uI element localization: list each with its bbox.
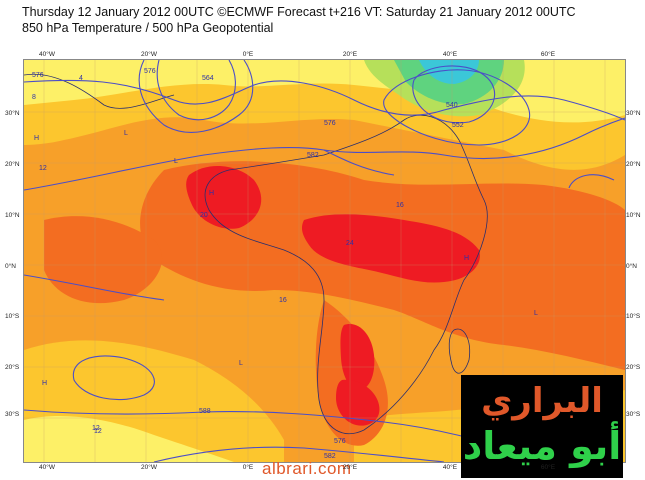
lat-label-left: 10°S [5,313,20,320]
pressure-marker: L [174,158,178,165]
madagascar-coastline [448,328,471,374]
lon-label-top: 20°E [342,51,358,58]
africa-coastline [204,114,488,435]
contour-label: 576 [144,68,156,75]
logo-text-line1: البراري [481,381,603,421]
contour-label: 16 [279,297,287,304]
coldest-core [419,60,479,84]
very-hot-south-africa-2 [336,379,380,426]
lat-label-right: 0°N [626,263,637,270]
lon-label-bottom: 60°E [540,464,556,471]
lat-label-right: 10°N [626,212,641,219]
lon-label-top: 40°W [39,51,55,58]
lat-label-left: 30°N [5,110,20,117]
contour-label: 582 [307,152,319,159]
lon-label-top: 40°E [442,51,458,58]
contour-label: 564 [202,75,214,82]
lat-label-left: 20°S [5,364,20,371]
lat-label-left: 0°N [5,263,16,270]
contour-label: 552 [452,122,464,129]
lat-label-left: 20°N [5,161,20,168]
contour-label: 540 [446,102,458,109]
pressure-marker: H [464,255,470,262]
site-url: albrari.com [262,459,352,478]
very-hot-central-africa [301,214,480,283]
cool-band-south-west [24,415,234,462]
lon-label-top: 20°W [141,51,157,58]
hot-region-west [44,216,163,304]
contour-label: 12 [39,165,47,172]
lon-label-top: 0°E [242,51,254,58]
contour-label: 12 [94,428,102,435]
pressure-marker: L [124,130,128,137]
lat-label-right: 30°N [626,110,641,117]
lat-label-right: 20°S [626,364,641,371]
lon-label-top: 60°E [540,51,556,58]
lat-label-right: 10°S [626,313,641,320]
very-hot-west-africa [186,165,262,229]
contour-label: 576 [334,438,346,445]
very-hot-south-africa-1 [340,324,375,390]
contour-label: 8 [32,94,36,101]
lon-label-bottom: 40°W [39,464,55,471]
contour-label: 576 [324,120,336,127]
pressure-marker: L [239,360,243,367]
pressure-marker: H [34,135,40,142]
pressure-marker: H [42,380,48,387]
lat-label-right: 30°S [626,411,641,418]
pressure-marker: H [209,190,215,197]
contour-label: 576 [32,72,44,79]
logo-text-line2: أبو ميعاد [462,424,622,468]
lon-label-bottom: 20°W [141,464,157,471]
lat-label-right: 20°N [626,161,641,168]
lon-label-bottom: 20°E [342,464,358,471]
pressure-marker: L [534,310,538,317]
lat-label-left: 10°N [5,212,20,219]
contour-label: 16 [396,202,404,209]
contour-label: 4 [79,75,83,82]
north-coastline [24,73,175,109]
lon-label-bottom: 40°E [442,464,458,471]
lon-label-bottom: 0°E [242,464,254,471]
forecast-title: Thursday 12 January 2012 00UTC ©ECMWF Fo… [22,5,576,19]
contour-label: 12 [92,425,100,432]
contour-label: 582 [324,453,336,460]
lat-label-left: 30°S [5,411,20,418]
contour-label: 20 [200,212,208,219]
contour-label: 24 [346,240,354,247]
brand-logo: البراري أبو ميعاد [461,375,623,478]
contour-label: 588 [199,408,211,415]
forecast-subtitle: 850 hPa Temperature / 500 hPa Geopotenti… [22,21,274,35]
